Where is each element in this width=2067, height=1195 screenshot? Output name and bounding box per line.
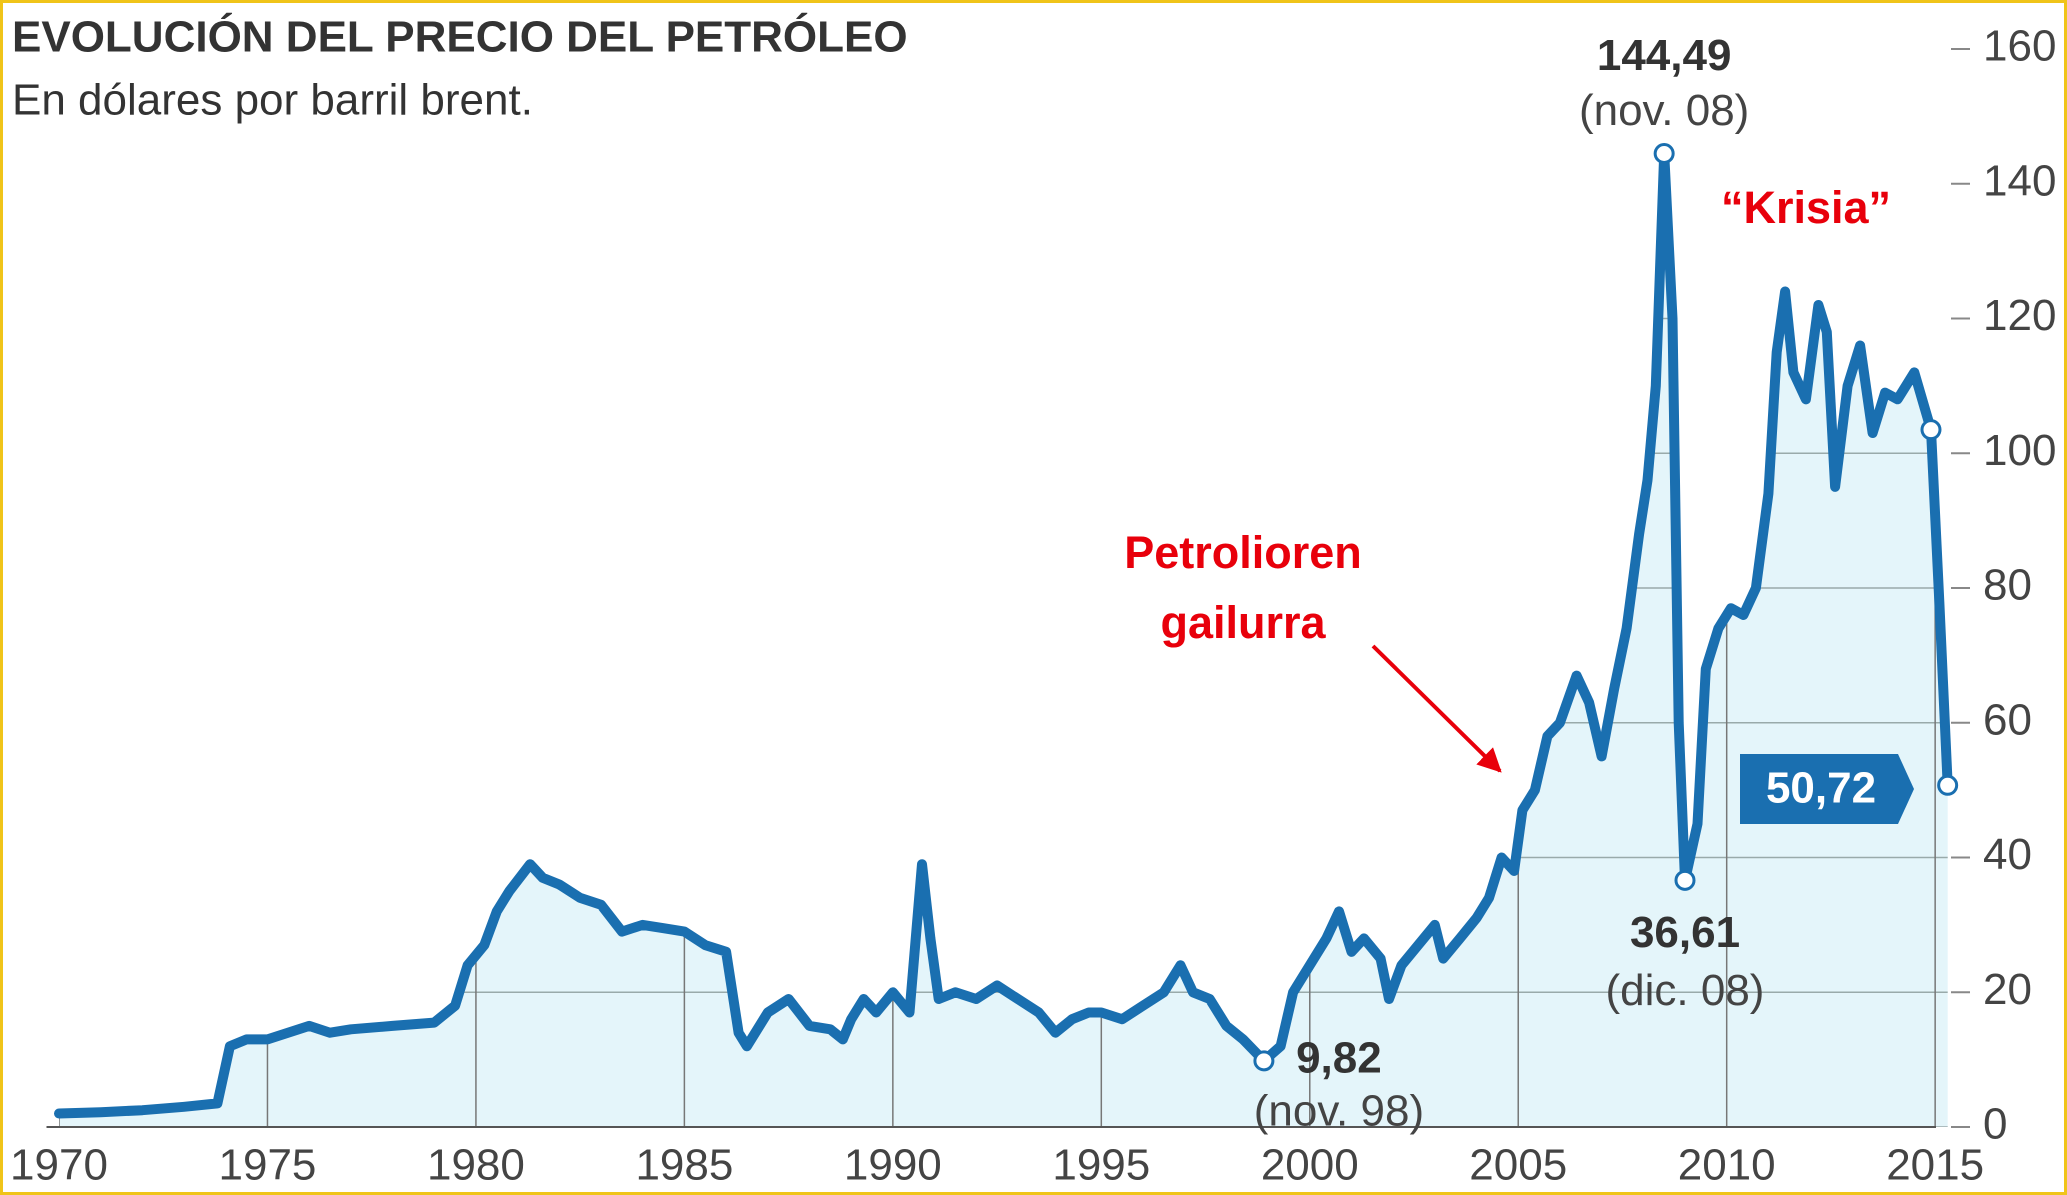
marker-label: 144,49 <box>1597 31 1732 80</box>
y-tick-label: 40 <box>1983 830 2032 879</box>
price-line <box>54 148 1953 1119</box>
annotation-arrow <box>1371 644 1502 773</box>
marker <box>1653 142 1675 164</box>
y-tick-label: 60 <box>1983 695 2032 744</box>
x-tick-label: 1970 <box>10 1141 108 1190</box>
chart-subtitle: En dólares por barril brent. <box>12 76 533 125</box>
y-tick-label: 0 <box>1983 1100 2007 1149</box>
y-tick-label: 140 <box>1983 156 2056 205</box>
y-tick-label: 100 <box>1983 426 2056 475</box>
marker <box>1253 1050 1275 1072</box>
x-tick-label: 2005 <box>1469 1141 1567 1190</box>
annotation: Petrolioren <box>1124 527 1362 578</box>
x-tick-label: 2000 <box>1261 1141 1359 1190</box>
y-tick-label: 160 <box>1983 22 2056 71</box>
y-tick-label: 80 <box>1983 561 2032 610</box>
annotation: “Krisia” <box>1721 182 1891 233</box>
value-box <box>1740 754 1914 824</box>
x-tick-label: 2010 <box>1678 1141 1776 1190</box>
y-tick-label: 120 <box>1983 291 2056 340</box>
marker-label: 50,72 <box>1766 764 1876 813</box>
x-tick-label: 1980 <box>427 1141 525 1190</box>
annotation: gailurra <box>1160 597 1326 648</box>
x-tick-label: 1990 <box>844 1141 942 1190</box>
x-tick-label: 2015 <box>1886 1141 1984 1190</box>
marker <box>1920 419 1942 441</box>
marker-date: (dic. 08) <box>1606 966 1765 1015</box>
marker-date: (nov. 08) <box>1579 86 1749 135</box>
marker-label: 9,82 <box>1296 1033 1382 1082</box>
marker-label: 36,61 <box>1630 908 1740 957</box>
marker-date: (nov. 98) <box>1254 1086 1424 1135</box>
x-tick-label: 1975 <box>219 1141 317 1190</box>
area-fill <box>59 153 1948 1127</box>
x-tick-label: 1995 <box>1052 1141 1150 1190</box>
x-tick-label: 1985 <box>635 1141 733 1190</box>
chart-title: EVOLUCIÓN DEL PRECIO DEL PETRÓLEO <box>12 12 908 62</box>
marker <box>1937 774 1959 796</box>
y-tick-label: 20 <box>1983 965 2032 1014</box>
marker <box>1674 869 1696 891</box>
